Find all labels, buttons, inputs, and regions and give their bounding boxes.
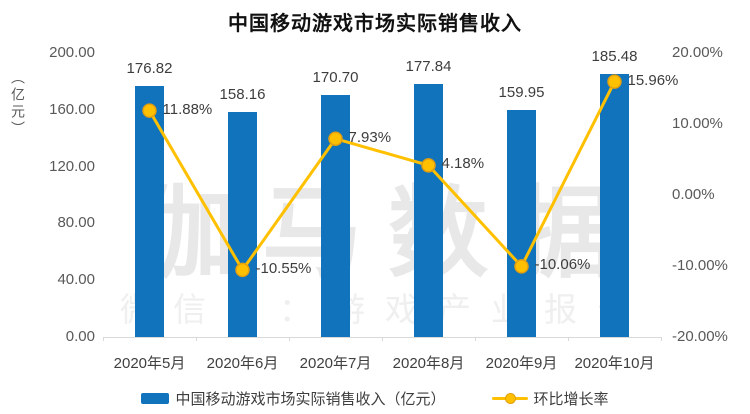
right-axis-tick-label: 20.00% [672,44,723,61]
growth-value-label: -10.06% [534,256,591,274]
x-axis-tick [382,337,383,341]
x-axis-category-label: 2020年10月 [574,355,655,372]
left-axis-tick-label: 80.00 [57,214,95,232]
revenue-value-label: 185.48 [591,47,638,65]
growth-value-label: 4.18% [441,155,485,173]
x-axis-tick [289,337,290,341]
x-axis-category-label: 2020年6月 [206,355,279,372]
right-axis-tick-label: 0.00% [672,186,715,203]
right-axis-tick-label: -10.00% [672,257,728,274]
watermark-brand: 伽马数据 [136,178,640,290]
right-axis-tick-label: -20.00% [672,328,728,345]
growth-value-label: -10.55% [255,259,312,277]
revenue-bar [321,94,350,337]
x-axis-tick [661,337,662,341]
x-axis-category-label: 2020年8月 [392,355,465,372]
growth-line-icon [491,393,528,404]
growth-value-label: 11.88% [162,100,213,118]
chart-title: 中国移动游戏市场实际销售收入 [228,13,522,35]
revenue-bar [507,109,536,337]
revenue-bar [414,84,443,337]
revenue-bar [135,85,164,337]
x-axis-category-label: 2020年7月 [299,355,372,372]
left-axis-tick-label: 120.00 [49,157,95,175]
growth-value-label: 15.96% [627,71,679,89]
legend-growth-label: 环比增长率 [533,391,609,408]
revenue-value-label: 177.84 [405,58,452,76]
revenue-value-label: 159.95 [498,83,545,101]
revenue-value-label: 170.70 [312,68,359,86]
revenue-bar [228,112,257,337]
left-axis-tick-label: 200.00 [49,44,95,61]
left-axis-title: （亿元） [10,70,26,138]
x-axis-tick [103,337,104,341]
revenue-value-label: 176.82 [126,59,173,77]
legend-item-growth: 环比增长率 [491,388,609,409]
x-axis-tick [568,337,569,341]
watermark-wechat: 微信号：游戏产业报告 [120,291,650,328]
legend: 中国移动游戏市场实际销售收入（亿元） 环比增长率 [0,388,750,409]
x-axis-category-label: 2020年5月 [113,355,186,372]
left-axis-tick-label: 40.00 [57,271,95,289]
left-axis-tick-label: 160.00 [49,100,95,118]
left-axis-tick-label: 0.00 [65,328,95,345]
legend-item-revenue: 中国移动游戏市场实际销售收入（亿元） [141,388,446,409]
growth-value-label: 7.93% [348,128,392,146]
x-axis-category-label: 2020年9月 [485,355,558,372]
right-axis-tick-label: 10.00% [672,115,723,132]
legend-revenue-label: 中国移动游戏市场实际销售收入（亿元） [175,391,446,408]
x-axis-tick [196,337,197,341]
x-axis-tick [475,337,476,341]
revenue-swatch-icon [141,393,170,404]
revenue-bar [600,73,629,337]
